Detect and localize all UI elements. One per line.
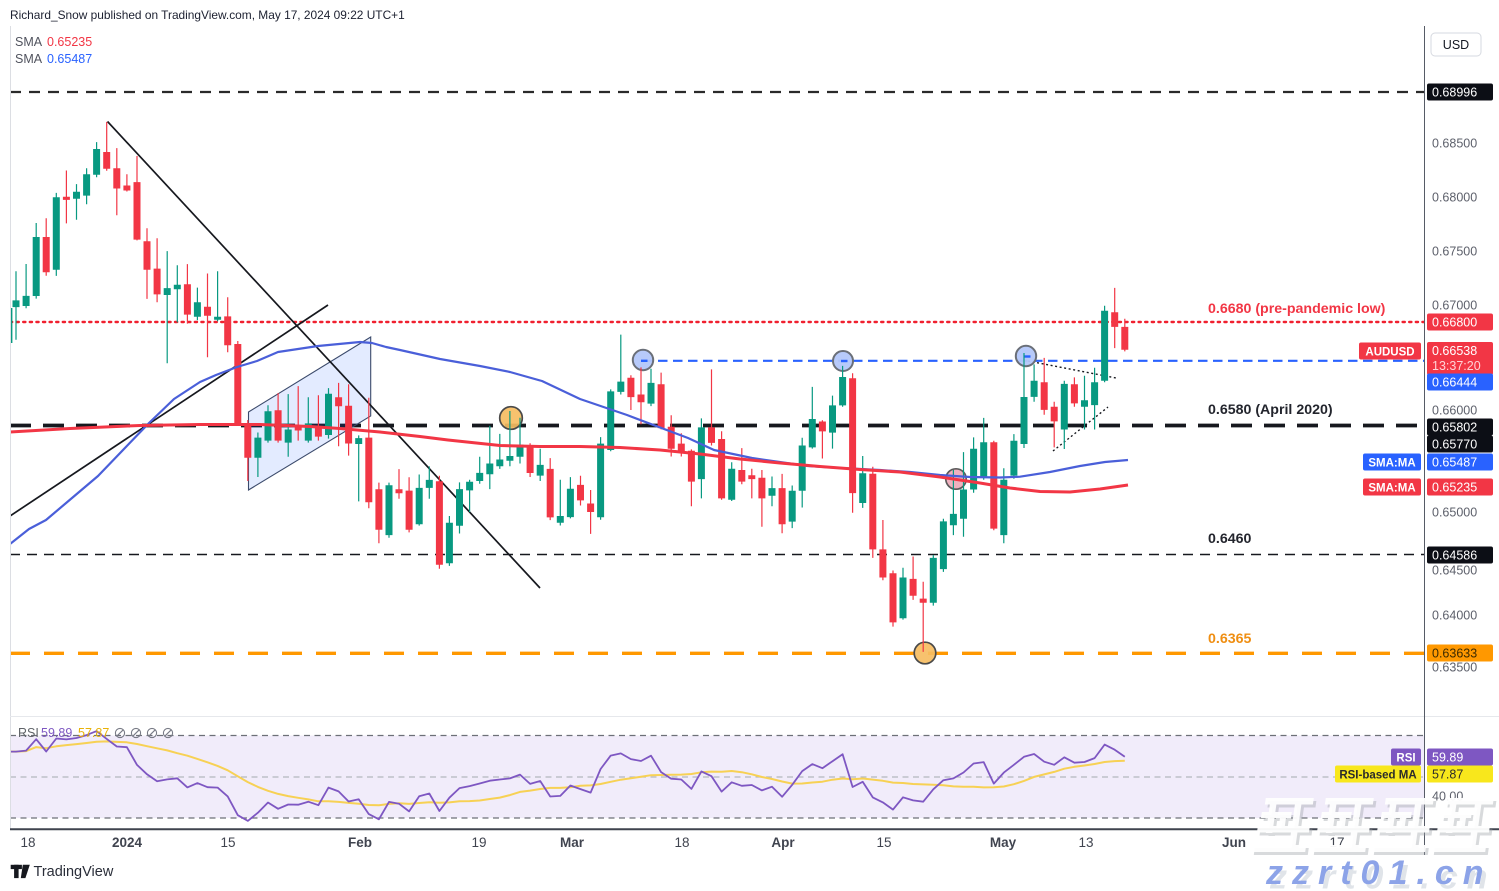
svg-text:0.65487: 0.65487 bbox=[1432, 456, 1477, 470]
svg-text:0.65235: 0.65235 bbox=[1432, 481, 1477, 495]
svg-text:0.65000: 0.65000 bbox=[1432, 506, 1477, 520]
svg-text:May: May bbox=[990, 835, 1017, 850]
svg-text:AUDUSD: AUDUSD bbox=[1365, 347, 1414, 359]
svg-text:0.6680 (pre-pandemic low): 0.6680 (pre-pandemic low) bbox=[1208, 301, 1386, 317]
svg-text:0.68996: 0.68996 bbox=[1432, 86, 1477, 100]
svg-text:0.66000: 0.66000 bbox=[1432, 404, 1477, 418]
svg-text:0.64000: 0.64000 bbox=[1432, 609, 1477, 623]
svg-text:Apr: Apr bbox=[771, 835, 795, 850]
svg-text:SMA:MA: SMA:MA bbox=[1368, 458, 1415, 470]
svg-text:SMA: SMA bbox=[15, 35, 43, 49]
svg-text:0.68500: 0.68500 bbox=[1432, 137, 1477, 151]
svg-text:0.6365: 0.6365 bbox=[1208, 631, 1252, 647]
svg-text:0.67000: 0.67000 bbox=[1432, 299, 1477, 313]
svg-text:0.6580 (April 2020): 0.6580 (April 2020) bbox=[1208, 402, 1333, 418]
svg-text:18: 18 bbox=[674, 835, 689, 850]
svg-text:18: 18 bbox=[20, 835, 35, 850]
svg-text:0.66444: 0.66444 bbox=[1432, 376, 1477, 390]
svg-text:0.65487: 0.65487 bbox=[47, 52, 92, 66]
svg-text:0.67500: 0.67500 bbox=[1432, 245, 1477, 259]
svg-text:TradingView: TradingView bbox=[34, 864, 114, 880]
svg-text:RSI: RSI bbox=[1396, 753, 1415, 765]
svg-text:RSI: RSI bbox=[18, 726, 39, 740]
svg-text:SMA: SMA bbox=[15, 52, 43, 66]
svg-text:Richard_Snow published on Trad: Richard_Snow published on TradingView.co… bbox=[10, 8, 405, 22]
svg-text:57.87: 57.87 bbox=[78, 726, 109, 740]
svg-text:0.66800: 0.66800 bbox=[1432, 316, 1477, 330]
svg-text:0.63633: 0.63633 bbox=[1432, 647, 1477, 661]
svg-text:0.65802: 0.65802 bbox=[1432, 421, 1477, 435]
svg-text:RSI-based MA: RSI-based MA bbox=[1339, 770, 1416, 782]
svg-text:57.87: 57.87 bbox=[1432, 768, 1463, 782]
svg-text:0.6460: 0.6460 bbox=[1208, 531, 1252, 547]
svg-text:19: 19 bbox=[471, 835, 486, 850]
svg-text:13:37:20: 13:37:20 bbox=[1432, 359, 1481, 373]
svg-text:0.64586: 0.64586 bbox=[1432, 549, 1477, 563]
svg-text:USD: USD bbox=[1443, 38, 1469, 52]
svg-text:Feb: Feb bbox=[348, 835, 372, 850]
svg-text:2024: 2024 bbox=[112, 835, 143, 850]
svg-text:zzrt01.cn: zzrt01.cn bbox=[1269, 859, 1497, 891]
svg-text:15: 15 bbox=[876, 835, 891, 850]
svg-text:Jun: Jun bbox=[1222, 835, 1246, 850]
svg-text:13: 13 bbox=[1078, 835, 1093, 850]
svg-text:0.63500: 0.63500 bbox=[1432, 661, 1477, 675]
svg-text:59.89: 59.89 bbox=[41, 726, 72, 740]
svg-text:59.89: 59.89 bbox=[1432, 751, 1463, 765]
svg-text:Mar: Mar bbox=[560, 835, 585, 850]
svg-text:0.66538: 0.66538 bbox=[1432, 344, 1477, 358]
svg-text:0.68000: 0.68000 bbox=[1432, 191, 1477, 205]
svg-text:0.64500: 0.64500 bbox=[1432, 564, 1477, 578]
svg-text:SMA:MA: SMA:MA bbox=[1368, 483, 1415, 495]
svg-text:0.65770: 0.65770 bbox=[1432, 438, 1477, 452]
svg-text:zzrt01.cn: zzrt01.cn bbox=[1265, 854, 1493, 891]
svg-text:0.65235: 0.65235 bbox=[47, 35, 92, 49]
svg-text:15: 15 bbox=[220, 835, 235, 850]
